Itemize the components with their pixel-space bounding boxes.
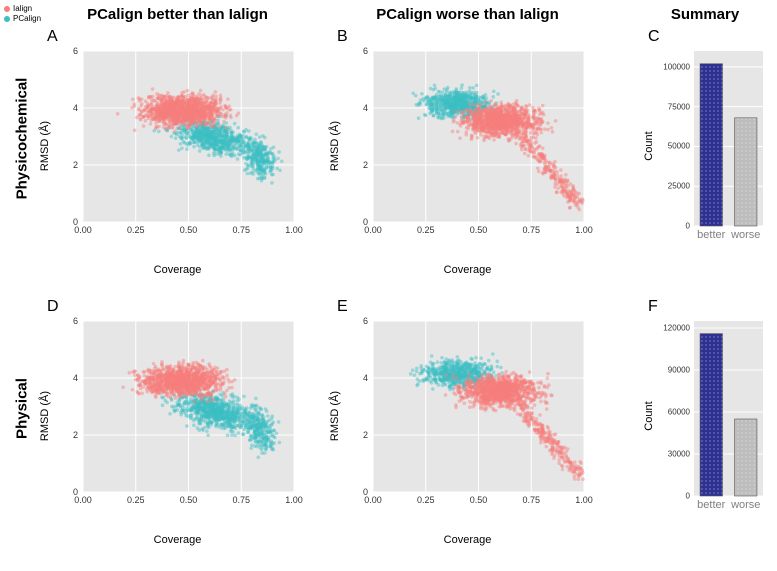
ylabel: RMSD (Å) [329,386,341,446]
row-header-1: Physicochemical [14,69,31,209]
xtick: 0.75 [232,225,250,235]
panel-label-D: D [47,298,59,316]
xlabel: Coverage [55,534,300,546]
panel-label-B: B [337,28,348,46]
ylabel: RMSD (Å) [329,116,341,176]
bar-panel-C: 0250005000075000100000betterworseCount [660,45,765,250]
xtick: 1.00 [575,495,593,505]
ytick: 4 [345,373,368,383]
xlabel: Coverage [345,264,590,276]
legend: Ialign PCalign [4,4,41,24]
xtick: 0.50 [180,495,198,505]
ytick: 0 [55,217,78,227]
legend-label-ialign: Ialign [13,4,32,14]
xtick: 0.75 [232,495,250,505]
bar-category: better [697,499,725,511]
xtick: 1.00 [575,225,593,235]
ytick: 4 [345,103,368,113]
ytick: 0 [660,222,690,231]
panel-label-F: F [648,298,658,316]
scatter-panel-E: 0.000.250.500.751.000246CoverageRMSD (Å) [345,315,590,520]
panel-label-A: A [47,28,58,46]
ytick: 100000 [660,62,690,71]
xlabel: Coverage [345,534,590,546]
ytick: 2 [55,430,78,440]
xtick: 1.00 [285,495,303,505]
ytick: 75000 [660,102,690,111]
ytick: 2 [345,160,368,170]
ytick: 0 [660,492,690,501]
col-header-3: Summary [640,6,770,23]
figure-root: Ialign PCalign PCalign better than Ialig… [0,0,777,571]
ytick: 50000 [660,142,690,151]
col-header-1: PCalign better than Ialign [55,6,300,23]
panel-label-C: C [648,28,660,46]
scatter-panel-B: 0.000.250.500.751.000246CoverageRMSD (Å) [345,45,590,250]
xtick: 0.25 [417,225,435,235]
ytick: 90000 [660,366,690,375]
bar-category: worse [731,229,760,241]
legend-dot-pcalign [4,16,10,22]
ytick: 25000 [660,182,690,191]
legend-item-pcalign: PCalign [4,14,41,24]
legend-label-pcalign: PCalign [13,14,41,24]
ylabel: RMSD (Å) [39,386,51,446]
xtick: 0.50 [470,495,488,505]
ytick: 6 [55,46,78,56]
ytick: 120000 [660,324,690,333]
ytick: 6 [345,46,368,56]
bar-category: worse [731,499,760,511]
ytick: 2 [345,430,368,440]
xtick: 0.25 [127,495,145,505]
ytick: 60000 [660,408,690,417]
panel-label-E: E [337,298,348,316]
xtick: 0.25 [417,495,435,505]
xtick: 0.25 [127,225,145,235]
legend-item-ialign: Ialign [4,4,41,14]
scatter-panel-A: 0.000.250.500.751.000246CoverageRMSD (Å) [55,45,300,250]
ylabel: Count [643,391,655,441]
ytick: 0 [55,487,78,497]
xtick: 0.50 [470,225,488,235]
ylabel: Count [643,121,655,171]
row-header-2: Physical [14,339,31,479]
ytick: 6 [55,316,78,326]
ytick: 2 [55,160,78,170]
legend-dot-ialign [4,6,10,12]
bar-category: better [697,229,725,241]
xtick: 0.75 [522,225,540,235]
col-header-2: PCalign worse than Ialign [345,6,590,23]
bar-panel-F: 0300006000090000120000betterworseCount [660,315,765,520]
ytick: 30000 [660,450,690,459]
ylabel: RMSD (Å) [39,116,51,176]
scatter-panel-D: 0.000.250.500.751.000246CoverageRMSD (Å) [55,315,300,520]
xtick: 0.75 [522,495,540,505]
ytick: 0 [345,487,368,497]
ytick: 0 [345,217,368,227]
xtick: 1.00 [285,225,303,235]
ytick: 6 [345,316,368,326]
xlabel: Coverage [55,264,300,276]
ytick: 4 [55,103,78,113]
ytick: 4 [55,373,78,383]
xtick: 0.50 [180,225,198,235]
